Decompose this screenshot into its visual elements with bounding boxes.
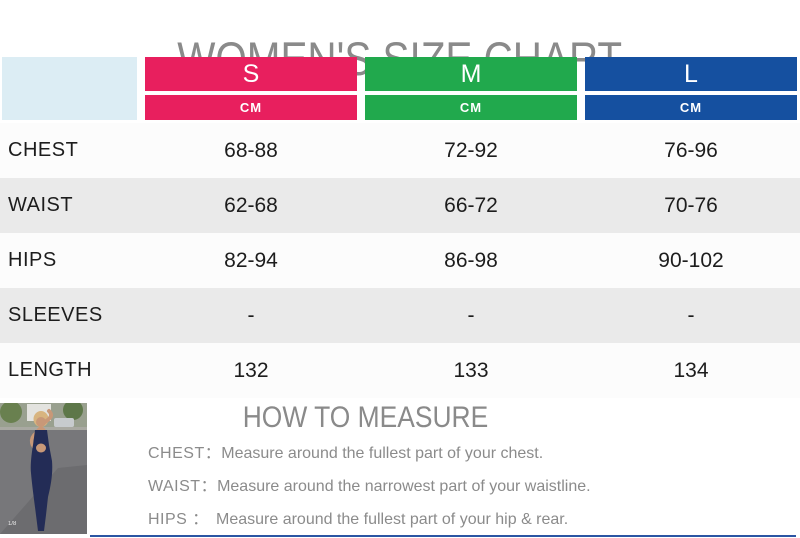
instruction-line-chest: CHEST： Measure around the fullest part o… bbox=[148, 437, 591, 470]
cell-value-s: - bbox=[247, 303, 255, 327]
instruction-line-hips: HIPS ： Measure around the fullest part o… bbox=[148, 503, 591, 536]
instruction-label: CHEST： bbox=[148, 445, 222, 462]
cell-value-s: 82-94 bbox=[224, 248, 278, 272]
instruction-label: WAIST： bbox=[148, 478, 218, 495]
photo-dress bbox=[30, 430, 53, 531]
instruction-text: Measure around the fullest part of your … bbox=[216, 511, 569, 528]
row-label: WAIST bbox=[8, 194, 74, 216]
cell-value-l: 90-102 bbox=[658, 248, 724, 272]
photo-watermark: 1/8 bbox=[8, 521, 17, 527]
instruction-line-waist: WAIST： Measure around the narrowest part… bbox=[148, 470, 591, 503]
cell-value-l: 76-96 bbox=[664, 138, 718, 162]
cell-value-s: 68-88 bbox=[224, 138, 278, 162]
table-row-waist: WAIST 62-68 66-72 70-76 bbox=[0, 178, 800, 233]
size-header-m: M bbox=[365, 57, 577, 91]
row-label: CHEST bbox=[8, 139, 79, 161]
cell-value-l: - bbox=[687, 303, 695, 327]
unit-header-m: CM bbox=[365, 95, 577, 120]
instruction-text: Measure around the fullest part of your … bbox=[221, 445, 544, 462]
cell-value-s: 132 bbox=[233, 358, 269, 382]
photo-tree bbox=[63, 403, 83, 420]
table-row-chest: CHEST 68-88 72-92 76-96 bbox=[0, 123, 800, 178]
size-table-body: CHEST 68-88 72-92 76-96 WAIST 62-68 66-7… bbox=[0, 123, 800, 398]
table-row-sleeves: SLEEVES - - - bbox=[0, 288, 800, 343]
measure-instructions: CHEST： Measure around the fullest part o… bbox=[148, 437, 591, 536]
instruction-label: HIPS ： bbox=[148, 511, 209, 528]
model-photo: 1/8 bbox=[0, 403, 87, 534]
photo-raised-arm bbox=[43, 409, 54, 424]
how-to-measure-heading-text: HOW TO MEASURE bbox=[242, 401, 488, 434]
cell-value-m: 72-92 bbox=[444, 138, 498, 162]
cell-value-m: - bbox=[467, 303, 475, 327]
blank-header-cell bbox=[2, 57, 137, 120]
how-to-measure-heading: HOW TO MEASURE bbox=[140, 400, 590, 436]
table-row-length: LENGTH 132 133 134 bbox=[0, 343, 800, 398]
photo-face bbox=[36, 417, 46, 427]
cell-value-l: 134 bbox=[673, 358, 709, 382]
photo-tree bbox=[0, 403, 22, 423]
size-table-header: S M L CM CM CM bbox=[2, 57, 797, 120]
row-label: SLEEVES bbox=[8, 304, 103, 326]
size-header-l: L bbox=[585, 57, 797, 91]
photo-car bbox=[54, 418, 74, 427]
cell-value-l: 70-76 bbox=[664, 193, 718, 217]
photo-waist-cutout bbox=[36, 443, 46, 453]
cell-value-m: 133 bbox=[453, 358, 489, 382]
size-header-s: S bbox=[145, 57, 357, 91]
unit-header-l: CM bbox=[585, 95, 797, 120]
row-label: LENGTH bbox=[8, 359, 93, 381]
bottom-divider-line bbox=[90, 535, 796, 537]
table-row-hips: HIPS 82-94 86-98 90-102 bbox=[0, 233, 800, 288]
unit-header-s: CM bbox=[145, 95, 357, 120]
instruction-text: Measure around the narrowest part of you… bbox=[217, 478, 591, 495]
cell-value-s: 62-68 bbox=[224, 193, 278, 217]
row-label: HIPS bbox=[8, 249, 57, 271]
cell-value-m: 66-72 bbox=[444, 193, 498, 217]
cell-value-m: 86-98 bbox=[444, 248, 498, 272]
